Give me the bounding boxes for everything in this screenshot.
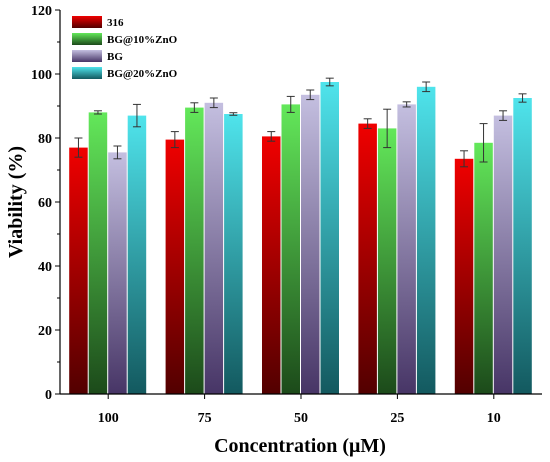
legend-label: BG@20%ZnO — [107, 68, 178, 80]
bar-bg-100 — [108, 152, 127, 394]
error-bar — [402, 101, 411, 108]
bar-bg-10-zno-10 — [474, 142, 493, 394]
bar-316-50 — [262, 136, 281, 394]
error-bar — [422, 81, 431, 93]
bar-316-25 — [358, 123, 377, 394]
legend-swatch — [72, 33, 102, 45]
bar-bg-10-zno-25 — [377, 128, 397, 394]
bar-bg-20-zno-50 — [320, 82, 339, 394]
x-tick-label: 10 — [487, 411, 501, 426]
error-bar — [132, 103, 141, 128]
x-tick-label: 50 — [294, 411, 308, 426]
bar-bg-20-zno-25 — [416, 86, 436, 395]
legend-label: BG — [107, 51, 123, 63]
x-tick-label: 75 — [198, 411, 212, 426]
error-bar — [479, 123, 488, 163]
bar-316-100 — [69, 147, 88, 394]
error-bar — [113, 145, 122, 160]
error-bar — [209, 97, 218, 109]
x-tick-label: 100 — [98, 411, 119, 426]
error-bar — [93, 110, 102, 115]
y-tick-label: 120 — [31, 4, 52, 19]
bar-bg-20-zno-10 — [513, 98, 532, 394]
y-tick-label: 100 — [31, 68, 52, 83]
error-bar — [190, 102, 199, 113]
y-tick-label: 80 — [38, 132, 52, 147]
legend-swatch — [72, 16, 102, 28]
x-axis-title: Concentration (μM) — [214, 435, 386, 457]
error-bar — [286, 95, 295, 113]
bar-bg-25 — [397, 104, 416, 395]
legend-swatch — [72, 50, 102, 62]
y-tick-label: 60 — [38, 196, 52, 211]
legend: 316 BG@10%ZnO BG BG@20%ZnO — [72, 16, 178, 80]
error-bar — [460, 150, 469, 168]
error-bar — [499, 110, 508, 121]
bar-316-10 — [454, 158, 474, 394]
error-bar — [518, 93, 527, 103]
error-bar — [74, 137, 83, 158]
x-tick-label: 25 — [390, 411, 404, 426]
bar-316-75 — [165, 139, 185, 394]
x-ticks: 100 75 50 25 10 — [98, 394, 501, 426]
error-bar — [170, 131, 179, 149]
error-bar — [306, 89, 315, 101]
legend-swatch — [72, 67, 102, 79]
legend-label: 316 — [107, 17, 124, 29]
legend-label: BG@10%ZnO — [107, 34, 178, 46]
bars-layer — [69, 77, 532, 395]
bar-bg-10 — [493, 115, 513, 394]
y-tick-label: 20 — [38, 324, 52, 339]
bar-bg-10-zno-100 — [88, 112, 108, 395]
error-bar — [383, 108, 392, 149]
bar-bg-10-zno-50 — [281, 104, 300, 395]
bar-bg-10-zno-75 — [185, 107, 204, 394]
bar-bg-50 — [301, 94, 320, 395]
y-tick-label: 0 — [45, 388, 52, 403]
bar-bg-20-zno-75 — [224, 114, 243, 394]
error-bar — [363, 118, 372, 129]
error-bar — [267, 131, 276, 142]
y-ticks: 0 20 40 60 80 100 120 — [31, 4, 60, 403]
bar-bg-20-zno-100 — [127, 115, 147, 394]
error-bar — [325, 77, 334, 87]
y-axis-title: Viability (%) — [5, 146, 27, 258]
y-tick-label: 40 — [38, 260, 52, 275]
bar-bg-75 — [204, 102, 224, 395]
error-bar — [229, 112, 238, 116]
